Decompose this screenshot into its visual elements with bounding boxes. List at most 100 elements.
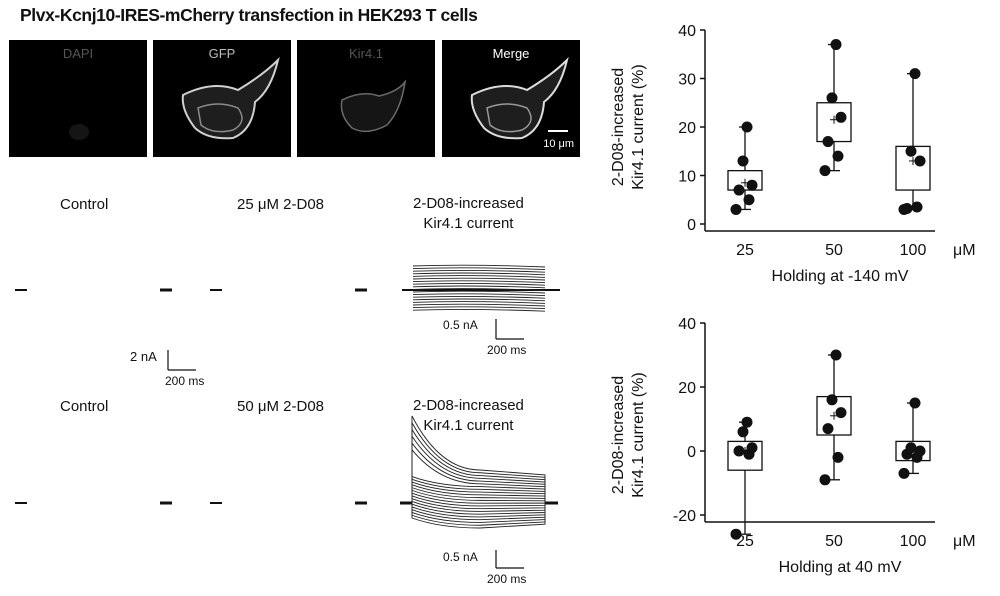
data-point [905, 145, 917, 157]
y-tick-label: 30 [678, 72, 696, 89]
box-50 [816, 43, 852, 172]
trace-sweep [411, 500, 546, 512]
image-scale-bar [548, 130, 568, 132]
trace-sweep [412, 295, 546, 299]
data-point [737, 155, 749, 167]
x-unit-label: μM [953, 242, 976, 259]
data-point [733, 445, 745, 457]
data-point [822, 423, 834, 435]
data-point [909, 397, 921, 409]
trace-sweep [412, 293, 546, 297]
trace-sweep [412, 301, 546, 304]
data-point [741, 416, 753, 428]
trace-label-control-2: Control [60, 398, 109, 415]
trace-sweep [411, 495, 546, 507]
scale-time-diff-1: 200 ms [487, 343, 527, 357]
data-point [743, 194, 755, 206]
x-tick-label: 50 [825, 242, 843, 259]
data-point [733, 184, 745, 196]
trace-sweep [412, 269, 546, 273]
trace-sweep [411, 421, 546, 503]
trace-sweep [411, 434, 546, 503]
data-point [909, 68, 921, 80]
trace-sweep [412, 280, 546, 284]
x-unit-label: μM [953, 533, 976, 550]
trace-sweep [412, 275, 546, 278]
current-traces [0, 0, 560, 569]
trace-sweep [412, 272, 546, 276]
trace-sweep [411, 484, 546, 503]
trace-sweep [411, 503, 546, 521]
trace-sweep [411, 503, 546, 526]
trace-sweep [412, 308, 546, 312]
data-point [835, 407, 847, 419]
scale-time-diff-2: 200 ms [487, 572, 527, 586]
trace-sweep [412, 264, 546, 268]
y-axis-label-line: 2-D08-increased [610, 68, 627, 186]
y-tick-label: 40 [678, 316, 696, 333]
trace-label-diff-1: 2-D08-increased Kir4.1 current [413, 195, 524, 232]
box-chart-holding-minus140: 0 10 20 30 40 25 50 100 μM Holding at -140 mV 2-D0… [610, 23, 976, 285]
data-point [826, 394, 838, 406]
trace-sweep [411, 475, 546, 503]
trace-sweep [411, 503, 546, 529]
scale-bar-diff-1 [495, 319, 524, 340]
trace-sweep [411, 486, 546, 503]
trace-sweep [412, 285, 546, 289]
data-point [830, 39, 842, 51]
trace-sweep [411, 481, 546, 503]
trace-sweep [411, 427, 546, 503]
y-tick-label: 20 [678, 120, 696, 137]
trace-sweep [411, 503, 546, 523]
y-tick-label: 0 [687, 217, 696, 234]
trace-label-control-1: Control [60, 196, 109, 213]
data-point [826, 92, 838, 104]
trace-sweep [412, 282, 546, 286]
y-axis-label-line: Kir4.1 current (%) [630, 372, 647, 497]
scale-current-main: 2 nA [130, 349, 157, 364]
trace-sweep [411, 492, 546, 504]
trace-sweep [412, 303, 546, 307]
data-point [832, 150, 844, 162]
y-axis-label-line: 2-D08-increased [610, 376, 627, 494]
data-point [730, 203, 742, 215]
trace-diff-2 [400, 415, 558, 529]
data-point [737, 426, 749, 438]
data-point [901, 202, 913, 214]
micrograph-dapi: DAPI [9, 40, 147, 157]
box-25 [727, 421, 763, 535]
trace-sweep [412, 267, 546, 271]
scale-bar-diff-2 [495, 550, 524, 569]
data-point [832, 451, 844, 463]
trace-sweep [411, 489, 546, 503]
micrograph-gfp: GFP [153, 40, 291, 157]
data-point [911, 201, 923, 213]
y-axis-label-line: Kir4.1 current (%) [630, 64, 647, 189]
scale-current-diff-1: 0.5 nA [443, 318, 478, 332]
data-point [730, 528, 742, 540]
micrograph-kir41: Kir4.1 [297, 40, 435, 157]
image-scale-label: 10 μm [543, 138, 574, 150]
trace-sweep [412, 288, 546, 291]
x-tick-label: 100 [900, 242, 927, 259]
trace-sweep [412, 277, 546, 281]
data-point [741, 121, 753, 133]
box-100 [895, 73, 931, 211]
y-axis-label: 2-D08-increased Kir4.1 current (%) [610, 372, 647, 497]
data-point [746, 179, 758, 191]
trace-label-50um: 50 μM 2-D08 [237, 398, 325, 415]
trace-sweep [412, 306, 546, 310]
data-point [914, 155, 926, 167]
y-tick-label: 40 [678, 23, 696, 40]
box-100 [895, 402, 931, 475]
micrograph-label: Kir4.1 [349, 46, 383, 61]
x-axis-label: Holding at 40 mV [779, 559, 902, 576]
trace-sweep [411, 441, 546, 503]
data-point [822, 136, 834, 148]
scale-bar-main [167, 350, 196, 371]
data-point [905, 442, 917, 454]
scale-current-diff-2: 0.5 nA [443, 550, 478, 564]
y-tick-label: 10 [678, 169, 696, 186]
x-axis-label: Holding at -140 mV [772, 268, 909, 285]
